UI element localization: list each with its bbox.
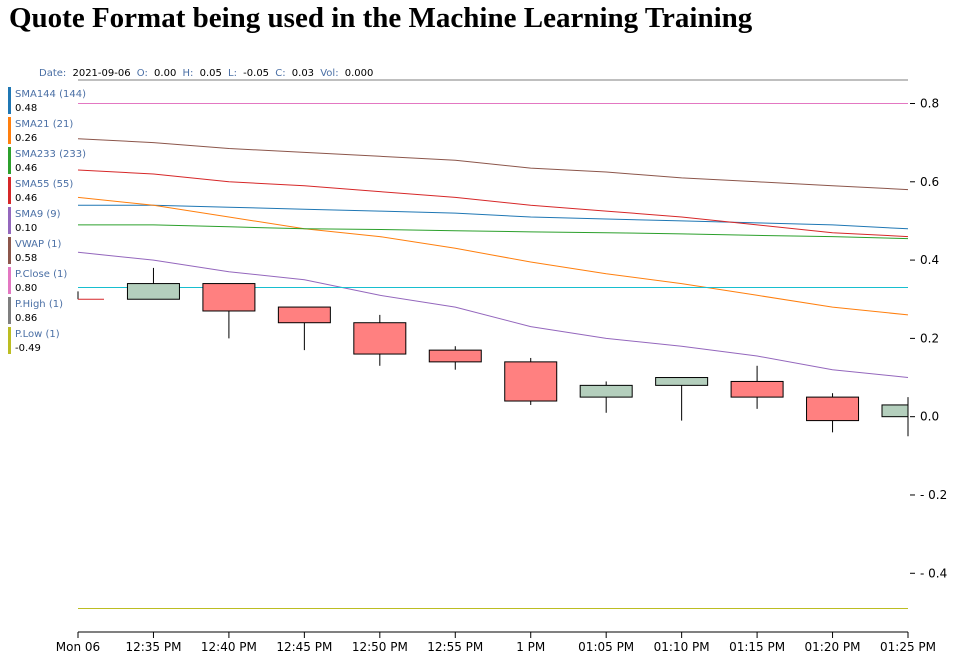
- legend-swatch: [8, 327, 11, 354]
- legend-series-value: 0.26: [15, 133, 37, 144]
- legend-series-value: 0.48: [15, 103, 37, 114]
- legend-swatch: [8, 207, 11, 234]
- candle-body: [579, 384, 633, 398]
- page-title: Quote Format being used in the Machine L…: [9, 2, 753, 34]
- legend-series-name: VWAP (1): [15, 239, 61, 250]
- series-line: [78, 224, 909, 240]
- legend-series-name: SMA144 (144): [15, 89, 86, 100]
- legend-series-name: SMA233 (233): [15, 149, 86, 160]
- series-line: [77, 251, 909, 378]
- x-tick-label: 12:50 PM: [352, 640, 408, 654]
- series-line: [77, 169, 909, 238]
- y-tick-label: 0.0: [920, 410, 939, 424]
- candle-body: [806, 396, 860, 422]
- legend-series-name: P.Close (1): [15, 269, 67, 280]
- x-tick-label: 01:15 PM: [729, 640, 785, 654]
- legend-swatch: [8, 87, 11, 114]
- legend-series-name: P.Low (1): [15, 329, 60, 340]
- legend-series-value: -0.49: [15, 343, 41, 354]
- x-tick-label: Mon 06: [56, 640, 100, 654]
- high-label: H:: [183, 68, 194, 79]
- vol-value: 0.000: [345, 68, 374, 79]
- high-value: 0.05: [200, 68, 222, 79]
- indicator-legend: SMA144 (144) 0.48 SMA21 (21) 0.26 SMA233 (23…: [8, 87, 86, 354]
- open-label: O:: [137, 68, 148, 79]
- legend-series-value: 0.46: [15, 163, 37, 174]
- candle-body: [504, 361, 558, 402]
- y-tick-label: 0.4: [920, 253, 939, 267]
- chart-lines: [77, 79, 909, 609]
- candles[interactable]: [77, 267, 909, 437]
- series-line: [77, 196, 909, 316]
- x-tick-label: 12:45 PM: [276, 640, 332, 654]
- legend-series-name: SMA9 (9): [15, 209, 61, 220]
- legend-series-value: 0.80: [15, 283, 37, 294]
- x-tick-label: 01:25 PM: [880, 640, 936, 654]
- close-value: 0.03: [292, 68, 314, 79]
- low-label: L:: [228, 68, 237, 79]
- x-tick-label: 01:05 PM: [578, 640, 634, 654]
- vol-label: Vol:: [320, 68, 338, 79]
- candle-body: [655, 377, 709, 386]
- legend-swatch: [8, 297, 11, 324]
- candle-body: [428, 349, 482, 363]
- candle-body: [353, 322, 407, 355]
- x-tick-label: 12:40 PM: [201, 640, 257, 654]
- open-value: 0.00: [154, 68, 176, 79]
- series-line: [78, 204, 909, 230]
- x-tick-label: 01:20 PM: [805, 640, 861, 654]
- legend-swatch: [8, 267, 11, 294]
- legend-series-value: 0.46: [15, 193, 37, 204]
- date-label: Date:: [39, 68, 66, 79]
- candle-body: [730, 380, 784, 398]
- legend-series-name: SMA55 (55): [15, 179, 73, 190]
- x-tick-label: 01:10 PM: [654, 640, 710, 654]
- candle-body: [202, 283, 256, 312]
- y-tick-label: 0.2: [920, 331, 939, 345]
- legend-swatch: [8, 147, 11, 174]
- x-tick-label: 12:55 PM: [427, 640, 483, 654]
- y-tick-label: - 0.2: [920, 488, 947, 502]
- legend-series-name: P.High (1): [15, 299, 63, 310]
- legend-series-value: 0.10: [15, 223, 37, 234]
- y-tick-label: 0.6: [920, 175, 939, 189]
- legend-swatch: [8, 117, 11, 144]
- axes: Mon 06 12:35 PM 12:40 PM 12:45 PM 12:50 PM 12…: [56, 96, 947, 654]
- date-value: 2021-09-06: [72, 68, 130, 79]
- legend-series-value: 0.86: [15, 313, 37, 324]
- x-tick-label: 1 PM: [516, 640, 545, 654]
- candle-body: [126, 283, 180, 300]
- low-value: -0.05: [243, 68, 269, 79]
- close-label: C:: [275, 68, 285, 79]
- series-line: [77, 138, 909, 191]
- ohlc-readout: Date: 2021-09-06 O: 0.00 H: 0.05 L: -0.0…: [39, 68, 373, 79]
- candle-body: [881, 404, 909, 418]
- y-tick-label: - 0.4: [920, 566, 947, 580]
- legend-swatch: [8, 237, 11, 264]
- x-tick-label: 12:35 PM: [125, 640, 181, 654]
- candle-body: [277, 306, 331, 324]
- legend-swatch: [8, 177, 11, 204]
- legend-series-name: SMA21 (21): [15, 119, 73, 130]
- legend-series-value: 0.58: [15, 253, 37, 264]
- y-tick-label: 0.8: [920, 96, 939, 110]
